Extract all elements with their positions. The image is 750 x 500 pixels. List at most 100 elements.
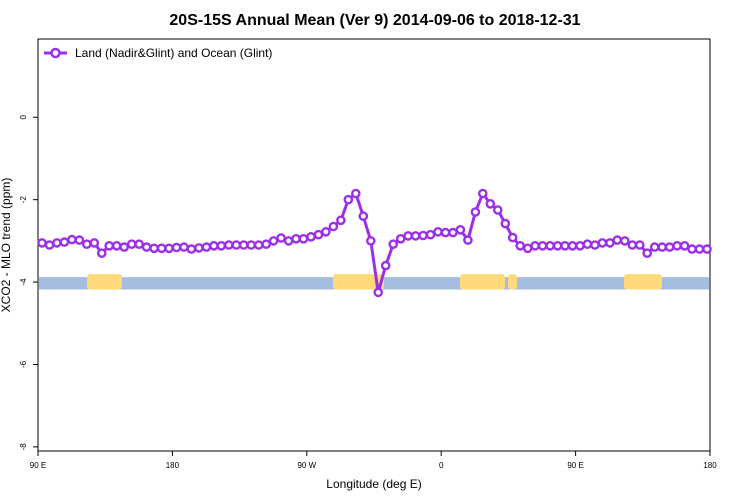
data-point — [433, 226, 443, 237]
legend-marker — [50, 47, 61, 59]
data-point — [492, 205, 503, 215]
data-point — [44, 240, 55, 250]
data-point — [597, 238, 608, 248]
data-point — [246, 240, 256, 250]
land-band — [460, 274, 505, 290]
data-point — [575, 240, 585, 251]
data-point — [470, 207, 481, 217]
y-tick-label: -6 — [19, 360, 28, 368]
data-point — [545, 240, 555, 251]
data-point — [485, 198, 496, 209]
data-point — [283, 236, 294, 246]
x-tick-label: 180 — [166, 461, 180, 470]
data-point — [336, 215, 346, 226]
data-point — [223, 240, 234, 250]
data-point — [82, 239, 92, 249]
chart-title: 20S-15S Annual Mean (Ver 9) 2014-09-06 t… — [169, 12, 580, 29]
data-point — [627, 240, 638, 250]
data-point — [67, 234, 77, 245]
y-axis: 0 -2 -4 -6 -8 — [19, 115, 38, 451]
data-point — [186, 244, 197, 254]
y-tick-label: -4 — [19, 278, 28, 286]
data-point — [268, 236, 279, 246]
x-axis-label: Longitude (deg E) — [326, 477, 421, 491]
data-point — [141, 242, 152, 252]
x-tick-label: 90 W — [297, 461, 316, 470]
data-point — [52, 238, 62, 248]
land-band — [508, 274, 517, 290]
data-point — [134, 239, 144, 249]
data-point — [298, 233, 309, 244]
data-point — [590, 240, 600, 250]
data-point — [209, 240, 219, 251]
data-point — [425, 229, 436, 240]
data-point — [253, 240, 264, 250]
data-point — [149, 243, 159, 254]
data-point — [694, 244, 705, 254]
data-point — [679, 240, 690, 251]
data-point — [530, 240, 540, 251]
series-layer — [37, 188, 712, 298]
data-point — [179, 242, 189, 252]
x-tick-label: 180 — [703, 461, 717, 470]
data-point — [649, 242, 660, 252]
data-point — [664, 242, 675, 252]
data-point — [194, 243, 204, 253]
data-point — [59, 237, 70, 247]
data-point — [343, 194, 354, 205]
data-point — [89, 238, 100, 248]
data-point — [582, 239, 593, 249]
data-point — [164, 243, 174, 254]
data-point — [567, 240, 578, 251]
data-point — [500, 218, 511, 229]
data-point — [642, 248, 653, 258]
data-point — [477, 188, 488, 199]
data-point — [306, 231, 316, 242]
data-point — [403, 231, 413, 241]
x-tick-label: 0 — [439, 461, 444, 470]
data-point — [448, 227, 458, 238]
data-point — [291, 233, 301, 244]
data-point — [238, 240, 249, 250]
data-point — [620, 236, 630, 246]
data-point — [537, 240, 548, 251]
data-point — [276, 233, 286, 243]
data-point — [463, 235, 473, 245]
data-point — [231, 240, 242, 250]
data-point — [350, 188, 361, 199]
data-point — [515, 240, 526, 251]
data-point — [201, 242, 212, 252]
data-point — [313, 229, 324, 240]
data-point — [418, 230, 428, 241]
data-point — [605, 238, 615, 248]
data-point — [111, 240, 122, 251]
data-point — [635, 240, 645, 250]
x-tick-label: 90 E — [30, 461, 46, 470]
land-band — [624, 274, 662, 290]
y-tick-label: 0 — [19, 115, 28, 120]
data-point — [156, 243, 167, 254]
land-band — [333, 274, 384, 290]
land-band — [87, 274, 122, 290]
data-point — [388, 239, 399, 249]
legend: Land (Nadir&Glint) and Ocean (Glint) — [44, 46, 272, 60]
data-point — [702, 244, 712, 254]
data-point — [522, 243, 533, 254]
y-tick-label: -8 — [19, 443, 28, 451]
data-point — [380, 260, 391, 271]
data-point — [507, 232, 518, 243]
data-point — [552, 240, 563, 251]
data-point — [171, 242, 182, 253]
data-point — [74, 235, 85, 245]
data-point — [373, 287, 384, 298]
data-point — [37, 238, 47, 248]
legend-label: Land (Nadir&Glint) and Ocean (Glint) — [75, 46, 272, 60]
data-point — [365, 236, 376, 246]
data-point — [455, 224, 466, 235]
data-point — [410, 231, 421, 241]
surface-band — [39, 274, 709, 290]
data-point — [216, 240, 227, 251]
data-point — [657, 242, 668, 252]
data-point — [126, 239, 137, 249]
data-point — [672, 240, 682, 251]
